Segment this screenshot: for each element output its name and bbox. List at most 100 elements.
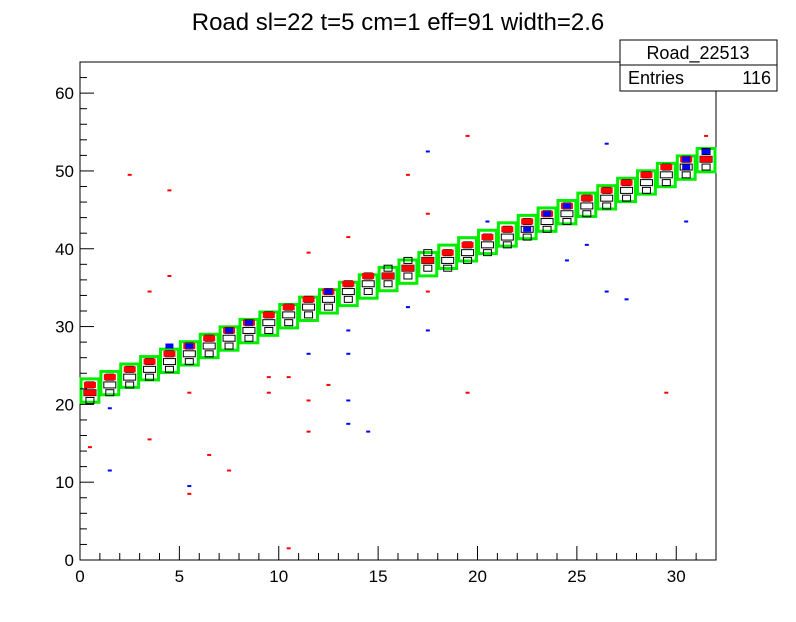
axes: 0 5 10 15 20 25 30 0 10 20 30 40 50 60 [55, 61, 717, 586]
red-hit [421, 257, 434, 264]
road-cell [202, 342, 216, 350]
blue-hit [702, 148, 711, 154]
y-tick-label: 20 [55, 395, 74, 414]
road-cell [661, 179, 671, 187]
road-cell [463, 256, 473, 264]
road-cell [403, 272, 413, 280]
road-cell [264, 326, 274, 334]
blue-hit [523, 226, 532, 232]
road-cell [502, 241, 512, 249]
red-hit [127, 173, 132, 176]
road-cell [162, 358, 176, 366]
blue-hit [187, 485, 192, 488]
red-hit [167, 274, 172, 277]
road-cell [143, 365, 157, 373]
blue-hit [346, 329, 351, 332]
road-cell [164, 365, 174, 373]
road-cell [540, 218, 554, 226]
red-hit [600, 187, 613, 194]
road-cell [423, 264, 433, 272]
red-hit [465, 391, 470, 394]
red-hit [481, 234, 494, 241]
road-cell [639, 179, 653, 187]
red-hit [83, 389, 96, 396]
red-hit [660, 164, 673, 171]
red-hit [405, 173, 410, 176]
road-cell [363, 288, 373, 296]
red-hit [521, 218, 534, 225]
road-cell [659, 171, 673, 179]
red-hit [620, 179, 633, 186]
blue-hit [425, 150, 430, 153]
road-cell [262, 319, 276, 327]
red-hit [362, 272, 375, 279]
blue-hit [682, 156, 691, 162]
road-box [79, 377, 101, 404]
red-hit [266, 391, 271, 394]
red-hit [147, 290, 152, 293]
road-cell [441, 256, 455, 264]
road-cell [105, 389, 115, 397]
red-hit [83, 381, 96, 388]
red-hit [501, 226, 514, 233]
red-hit [103, 374, 116, 381]
plot-frame [79, 61, 717, 561]
road-cell [383, 280, 393, 288]
road-cell [85, 396, 95, 404]
red-hit [163, 350, 176, 357]
road-box [198, 332, 220, 360]
road-box [119, 362, 141, 389]
road-box [636, 169, 657, 196]
road-cell [641, 186, 651, 194]
blue-hit [405, 306, 410, 309]
road-cell [123, 373, 137, 381]
road-box [556, 199, 578, 226]
red-hit [123, 366, 136, 373]
blue-hit [306, 352, 311, 355]
blue-hit [682, 164, 691, 170]
red-hit [465, 134, 470, 137]
y-tick-label: 40 [55, 240, 74, 259]
blue-hit [564, 259, 569, 262]
road-cell [403, 256, 413, 264]
blue-hit [562, 203, 571, 209]
red-hit [664, 391, 669, 394]
road-cell [341, 288, 355, 296]
road-cell [522, 233, 532, 241]
red-hit [425, 290, 430, 293]
red-hit [704, 134, 709, 137]
road-box [218, 325, 240, 352]
road-cell [125, 381, 135, 389]
road-cell [343, 295, 353, 303]
road-cell [103, 381, 117, 389]
red-hit [286, 376, 291, 379]
red-hit [346, 236, 351, 239]
road-box [397, 258, 419, 285]
stats-entries-value: 116 [742, 68, 771, 88]
blue-hit [584, 243, 589, 246]
road-box [496, 221, 518, 248]
road-cell [222, 334, 236, 342]
blue-hit [366, 430, 371, 433]
road-cell [582, 210, 592, 218]
red-hit [143, 358, 156, 365]
blue-hit [107, 407, 112, 410]
road-box [655, 161, 677, 189]
red-hit [187, 391, 192, 394]
blue-hit [684, 220, 689, 223]
road-cell [620, 186, 634, 194]
red-hit [227, 469, 232, 472]
y-tick-label: 50 [55, 162, 74, 181]
road-cell [443, 264, 453, 272]
road-cell [461, 249, 475, 257]
road-cell [701, 163, 711, 171]
blue-hit [324, 289, 333, 295]
road-cell [480, 241, 494, 249]
red-hit [302, 296, 315, 303]
blue-hit [624, 298, 629, 301]
road-box [377, 265, 399, 293]
red-hit [401, 265, 414, 272]
road-cell [482, 249, 492, 257]
x-tick-label: 0 [75, 567, 84, 586]
red-hit [306, 251, 311, 254]
